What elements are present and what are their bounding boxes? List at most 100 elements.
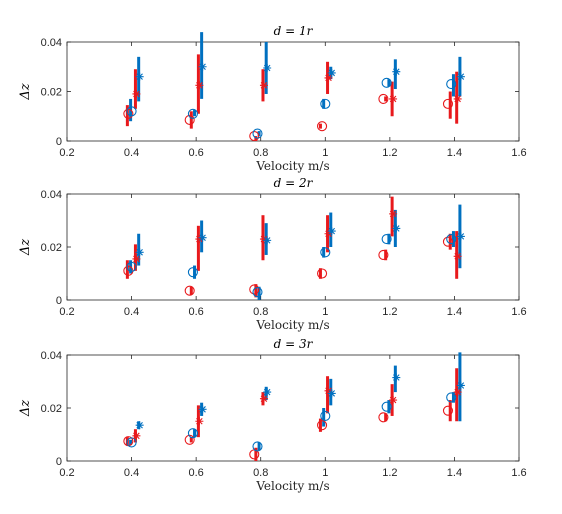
y-tick-label: 0.02 xyxy=(41,87,62,99)
data-point-star xyxy=(259,81,268,90)
x-tick-label: 1.6 xyxy=(511,147,526,159)
x-tick-label: 1 xyxy=(322,147,328,159)
data-point-circle xyxy=(126,261,137,272)
x-tick-label: 0.6 xyxy=(188,467,203,479)
data-point-star xyxy=(135,248,144,257)
data-point-star xyxy=(456,72,465,81)
data-point-circle xyxy=(252,441,263,452)
data-point-circle xyxy=(187,428,198,439)
x-tick-label: 1.2 xyxy=(382,147,397,159)
x-tick-label: 0.4 xyxy=(124,467,139,479)
data-point-circle xyxy=(317,420,328,431)
chart-title: d = 2r xyxy=(274,176,314,190)
x-tick-label: 1.4 xyxy=(447,147,462,159)
data-point-star xyxy=(453,94,462,103)
data-point-star xyxy=(327,389,336,398)
data-point-circle xyxy=(320,410,331,422)
data-point-circle xyxy=(320,247,331,258)
y-axis-label: Δz xyxy=(18,400,33,417)
data-point-star xyxy=(198,62,207,71)
data-point-circle xyxy=(249,131,260,142)
data-point-star xyxy=(263,63,272,72)
y-tick-label: 0.02 xyxy=(41,242,62,254)
x-tick-label: 1 xyxy=(322,306,328,318)
data-point-circle xyxy=(126,106,137,117)
data-point-circle xyxy=(381,401,392,412)
data-point-circle xyxy=(123,108,134,119)
data-point-star xyxy=(327,68,336,77)
data-point-circle xyxy=(184,114,195,126)
y-tick-label: 0 xyxy=(56,136,62,148)
data-point-star xyxy=(453,388,462,397)
y-tick-label: 0.04 xyxy=(41,189,62,201)
data-point-star xyxy=(132,431,141,440)
data-point-star xyxy=(195,235,204,244)
x-tick-label: 0.8 xyxy=(253,306,268,318)
data-point-star xyxy=(263,388,272,397)
data-point-circle xyxy=(446,234,457,245)
x-axis-label: Velocity m/s xyxy=(255,479,329,493)
data-point-circle xyxy=(184,285,195,296)
data-point-circle xyxy=(381,77,392,88)
x-tick-label: 1.6 xyxy=(511,306,526,318)
data-point-star xyxy=(392,224,401,233)
data-point-circle xyxy=(249,284,260,295)
x-tick-label: 0.8 xyxy=(253,147,268,159)
x-tick-label: 1.2 xyxy=(382,306,397,318)
data-point-star xyxy=(198,233,207,242)
data-point-star xyxy=(198,405,207,414)
data-point-circle xyxy=(442,236,454,247)
data-point-star xyxy=(135,72,144,81)
data-point-circle xyxy=(442,98,454,109)
chart-title: d = 1r xyxy=(274,24,314,38)
data-point-circle xyxy=(381,234,392,245)
data-point-star xyxy=(259,235,268,244)
chart-title: d = 3r xyxy=(274,337,314,351)
data-point-circle xyxy=(126,437,137,448)
data-point-circle xyxy=(378,412,389,423)
x-tick-label: 1.6 xyxy=(511,467,526,479)
data-point-star xyxy=(456,381,465,390)
data-point-star xyxy=(324,229,333,238)
y-tick-label: 0 xyxy=(56,456,62,468)
data-point-star xyxy=(132,89,141,98)
data-point-star xyxy=(135,421,144,430)
data-point-star xyxy=(259,394,268,403)
x-tick-label: 0.2 xyxy=(59,147,74,159)
data-point-star xyxy=(327,227,336,236)
x-tick-label: 1.4 xyxy=(447,467,462,479)
x-tick-label: 0.4 xyxy=(124,306,139,318)
data-point-star xyxy=(195,81,204,90)
data-point-circle xyxy=(317,268,328,279)
x-tick-label: 0.8 xyxy=(253,467,268,479)
data-point-circle xyxy=(317,121,328,132)
data-point-circle xyxy=(320,98,331,109)
x-tick-label: 1.4 xyxy=(447,306,462,318)
y-tick-label: 0.02 xyxy=(41,403,62,415)
data-point-circle xyxy=(442,405,454,416)
y-tick-label: 0.04 xyxy=(41,37,62,49)
data-point-star xyxy=(389,209,398,218)
data-point-circle xyxy=(446,79,457,90)
subplot-d-2r: 0.2 0.4 0.6 0.8 1 1.2 1.4 1.6 0 0.02 0.04 d = 2r Vel… xyxy=(18,176,527,332)
data-point-circle xyxy=(184,434,195,445)
data-point-star xyxy=(389,94,398,103)
x-tick-label: 0.2 xyxy=(59,306,74,318)
x-tick-label: 1.2 xyxy=(382,467,397,479)
data-point-star xyxy=(132,254,141,263)
data-point-circle xyxy=(187,267,198,278)
x-tick-label: 0.4 xyxy=(124,147,139,159)
x-tick-label: 0.2 xyxy=(59,467,74,479)
data-point-circle xyxy=(252,286,263,298)
data-point-star xyxy=(324,73,333,82)
data-point-star xyxy=(195,417,204,426)
x-axis-label: Velocity m/s xyxy=(255,318,329,332)
data-point-star xyxy=(324,386,333,395)
data-point-star xyxy=(263,236,272,245)
x-axis-label: Velocity m/s xyxy=(255,159,329,173)
data-point-circle xyxy=(378,249,389,260)
data-point-star xyxy=(389,396,398,405)
data-point-star xyxy=(392,67,401,76)
data-point-circle xyxy=(446,392,457,403)
